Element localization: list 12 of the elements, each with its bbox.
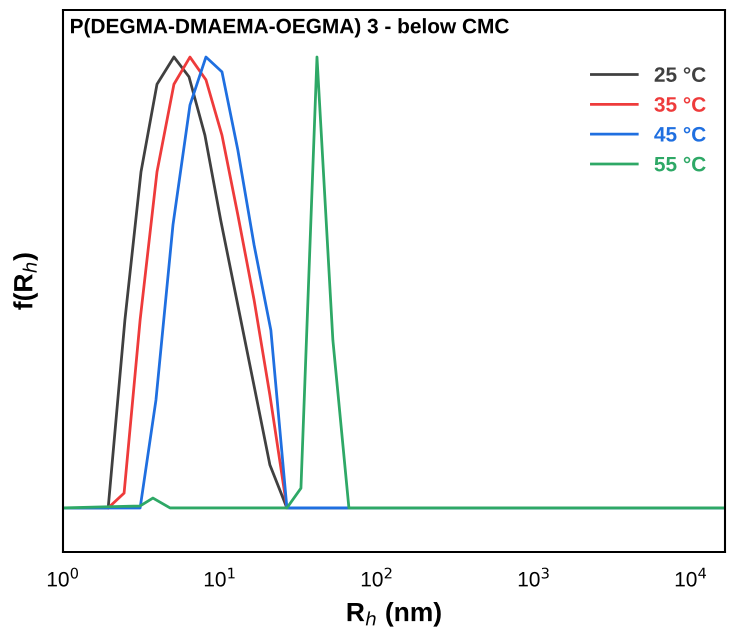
legend-label: 55 °C: [654, 156, 706, 172]
legend-label: 25 °C: [654, 67, 706, 82]
y-axis-title: f(R$_{h}$): [13, 253, 38, 310]
x-tick-label: 10$^{0}$: [48, 568, 78, 587]
x-tick-label: 10$^{3}$: [518, 568, 549, 587]
x-tick-label: 10$^{4}$: [676, 568, 706, 587]
x-tick-label: 10$^{1}$: [204, 568, 235, 587]
legend-label: 35 °C: [654, 97, 706, 112]
legend-label: 45 °C: [654, 126, 706, 142]
chart-title: P(DEGMA-DMAEMA-OEGMA) 3 - below CMC: [71, 18, 509, 38]
x-tick-label: 10$^{2}$: [362, 568, 392, 587]
x-axis-title: R$_{h}$ (nm): [348, 602, 441, 627]
